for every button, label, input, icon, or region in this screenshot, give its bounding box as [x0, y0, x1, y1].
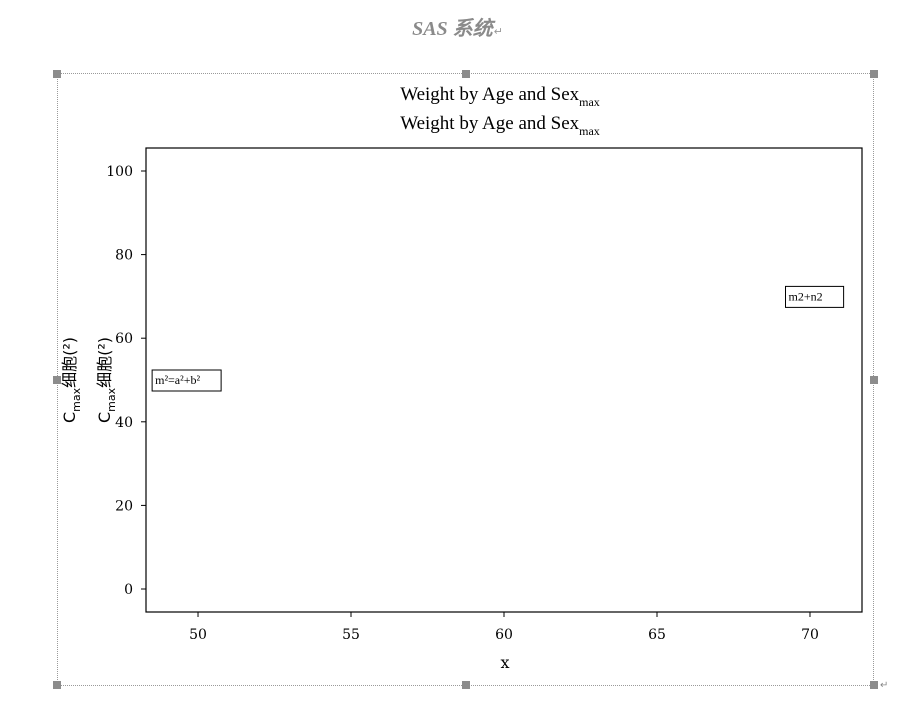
resize-handle-top[interactable]: [462, 70, 470, 78]
plot-area: [145, 147, 863, 613]
y-tick-label: 40: [115, 415, 133, 431]
chart-title: Weight by Age and Sexmax: [400, 113, 600, 138]
annotation-text: m²=a²+b²: [155, 373, 200, 387]
x-tick-label: 55: [342, 627, 360, 643]
y-tick-label: 20: [115, 498, 133, 514]
document-heading: SAS 系统↵: [0, 12, 915, 41]
annotation-box: [151, 369, 222, 392]
annotation-box: [785, 285, 845, 308]
y-axis-label: Cmax细胞(²): [95, 337, 118, 423]
paragraph-end-mark-icon: ↵: [880, 680, 889, 691]
x-tick-label: 70: [801, 627, 819, 643]
x-axis-label: x: [500, 653, 509, 672]
y-tick-label: 60: [115, 331, 133, 347]
heading-text: SAS 系统: [412, 18, 493, 40]
resize-handle-top-left[interactable]: [53, 70, 61, 78]
y-axis-label: Cmax细胞(²): [60, 337, 83, 423]
chart-annotation: m²=a²+b²: [151, 369, 222, 392]
x-tick-label: 65: [648, 627, 666, 643]
resize-handle-bottom-left[interactable]: [53, 681, 61, 689]
annotation-text: m2+n2: [789, 289, 823, 303]
chart-title: Weight by Age and Sexmax: [400, 84, 600, 109]
chart-annotation: m2+n2: [785, 285, 845, 308]
resize-handle-right[interactable]: [870, 376, 878, 384]
resize-handle-bottom[interactable]: [462, 681, 470, 689]
x-tick-label: 60: [495, 627, 513, 643]
y-tick-label: 0: [124, 582, 133, 598]
resize-handle-left[interactable]: [53, 376, 61, 384]
x-tick-label: 50: [189, 627, 207, 643]
y-tick-label: 100: [106, 164, 133, 180]
resize-handle-top-right[interactable]: [870, 70, 878, 78]
paragraph-mark-icon: ↵: [493, 26, 503, 38]
resize-handle-bottom-right[interactable]: [870, 681, 878, 689]
y-tick-label: 80: [115, 248, 133, 264]
